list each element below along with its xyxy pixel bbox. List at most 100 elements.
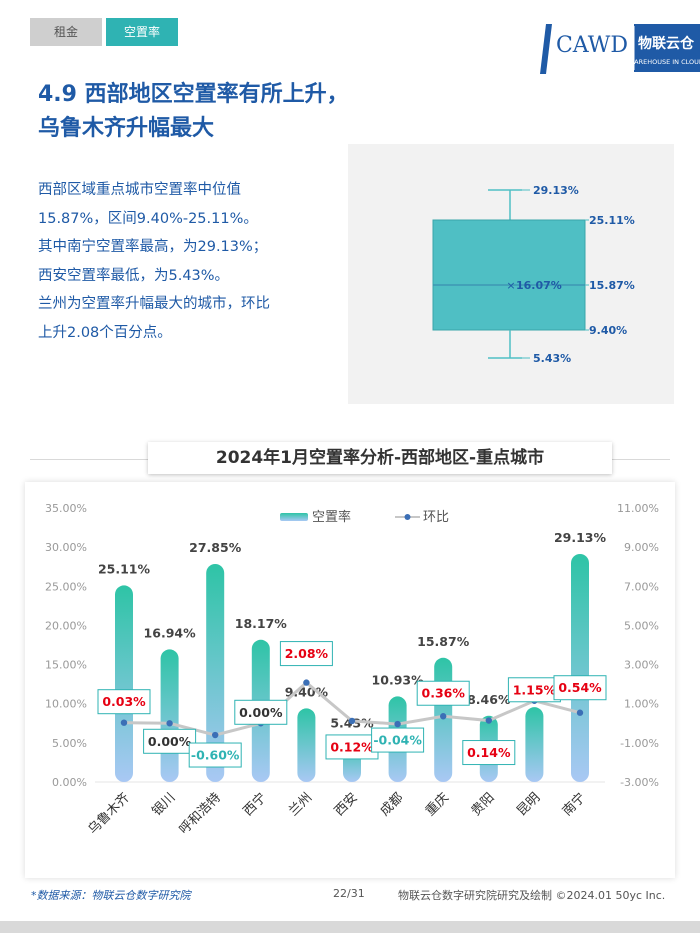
x-category-label: 银川 <box>149 790 178 819</box>
q3-label: 25.11% <box>589 214 635 227</box>
mom-value-label: 2.08% <box>285 646 329 661</box>
mom-label-box <box>462 740 516 766</box>
chart-title-band: 2024年1月空置率分析-西部地区-重点城市 <box>30 439 670 479</box>
mom-value-label: 1.15% <box>513 682 557 697</box>
y-right-tick-label: 5.00% <box>624 619 659 632</box>
boxplot-panel: × 29.13% 25.11% 16.07% 15.87% 9.40% 5.43… <box>348 144 674 404</box>
mom-label-box <box>507 677 561 703</box>
y-left-tick-label: 20.00% <box>45 619 87 632</box>
chart-panel: 0.00% 5.00% 10.00% 15.00% 20.00% 25.00% 30.00%… <box>25 482 675 878</box>
x-category-label: 昆明 <box>514 790 543 819</box>
mom-label-box <box>234 699 288 725</box>
description-line: 西部区域重点城市空置率中位值 <box>38 182 241 198</box>
mom-point <box>303 679 310 686</box>
bar-value-label: 15.87% <box>417 634 470 649</box>
chart-title: 2024年1月空置率分析-西部地区-重点城市 <box>148 442 612 474</box>
bar-value-label: 9.40% <box>285 684 329 699</box>
max-label: 29.13% <box>533 184 579 197</box>
bar <box>160 649 179 782</box>
description-line: 其中南宁空置率最高，为29.13%； <box>38 239 268 255</box>
bottom-bar <box>0 921 700 933</box>
mom-value-label: -0.04% <box>373 733 422 748</box>
bar-value-label: 18.17% <box>235 616 288 631</box>
mom-label-box <box>143 728 197 754</box>
page-title-line-2: 乌鲁木齐升幅最大 <box>38 116 215 141</box>
tab-rent[interactable]: 租金 <box>30 18 102 46</box>
svg-text:CAWD: CAWD <box>556 33 628 58</box>
bar-value-label: 27.85% <box>189 540 242 555</box>
svg-text:WAREHOUSE IN CLOUD: WAREHOUSE IN CLOUD <box>628 58 700 66</box>
legend-bar-label: 空置率 <box>312 509 351 525</box>
y-right-tick-label: -1.00% <box>620 737 659 750</box>
data-source: *数据来源：物联云仓数字研究院 <box>31 889 191 902</box>
bar-value-label: 25.11% <box>98 561 151 576</box>
boxplot: × 29.13% 25.11% 16.07% 15.87% 9.40% 5.43… <box>432 184 635 365</box>
mom-point <box>576 709 584 716</box>
mom-point <box>120 719 128 726</box>
page-title-line-1: 4.9 西部地区空置率有所上升， <box>38 82 349 107</box>
q1-label: 9.40% <box>589 324 627 337</box>
min-label: 5.43% <box>533 352 571 365</box>
bar-value-label: 16.94% <box>144 625 197 640</box>
y-left-tick-label: 5.00% <box>52 737 87 750</box>
x-category-label: 西宁 <box>240 790 270 820</box>
y-right-tick-label: 7.00% <box>624 580 659 593</box>
footer-credit: 物联云仓数字研究院研究及绘制 ©2024.01 50yc Inc. <box>398 889 666 902</box>
y-left-tick-label: 30.00% <box>45 541 87 554</box>
bar <box>206 563 225 782</box>
bar-value-label: 29.13% <box>554 530 607 545</box>
y-left-tick-label: 35.00% <box>45 502 87 515</box>
svg-text:物联云仓: 物联云仓 <box>638 35 695 52</box>
mom-value-label: -0.60% <box>191 748 240 763</box>
legend-line-marker <box>404 514 411 520</box>
x-category-label: 呼和浩特 <box>177 790 224 837</box>
legend-line-label: 环比 <box>423 510 449 525</box>
mean-marker-icon: × <box>506 279 515 292</box>
description-line: 西安空置率最低，为5.43%。 <box>38 267 230 284</box>
page-number: 22/31 <box>333 887 365 900</box>
mom-value-label: 0.54% <box>558 680 602 695</box>
mom-value-label: 0.00% <box>239 705 283 720</box>
y-left-tick-label: 15.00% <box>45 659 87 672</box>
cawd-logo: CAWD 物联云仓 WAREHOUSE IN CLOUD <box>540 24 700 74</box>
bar <box>297 708 316 782</box>
bar <box>115 585 133 782</box>
mom-value-label: 0.36% <box>422 686 466 701</box>
description-line: 兰州为空置率升幅最大的城市，环比 <box>38 296 270 312</box>
mom-value-label: 0.03% <box>102 694 146 709</box>
x-category-label: 贵阳 <box>469 790 498 819</box>
mean-label: 16.07% <box>516 279 562 292</box>
x-category-label: 南宁 <box>559 790 589 820</box>
bar <box>434 657 453 782</box>
description-text: 西部区域重点城市空置率中位值 15.87%，区间9.40%-25.11%。 其中… <box>38 176 338 347</box>
mom-point <box>485 717 492 724</box>
iqr-box <box>432 219 586 331</box>
mom-point <box>394 720 401 728</box>
legend-bar-swatch <box>280 513 308 521</box>
mom-point <box>348 717 356 725</box>
y-right-tick-label: 1.00% <box>624 698 659 711</box>
page-title: 4.9 西部地区空置率有所上升， 乌鲁木齐升幅最大 <box>38 78 349 146</box>
description-line: 上升2.08个百分点。 <box>38 324 172 341</box>
x-category-label: 成都 <box>377 790 406 819</box>
mom-value-label: 0.00% <box>148 734 192 749</box>
y-right-tick-label: 11.00% <box>617 502 659 515</box>
x-category-label: 西安 <box>332 790 361 819</box>
y-left-tick-label: 25.00% <box>45 580 87 593</box>
bar <box>525 707 544 782</box>
mom-point <box>212 731 219 739</box>
y-right-tick-label: 3.00% <box>624 659 659 672</box>
footer: *数据来源：物联云仓数字研究院 22/31 物联云仓数字研究院研究及绘制 ©20… <box>0 887 700 903</box>
mom-label-box <box>371 727 425 753</box>
top-tabs: 租金 空置率 <box>30 18 178 46</box>
tab-vacancy[interactable]: 空置率 <box>106 18 178 46</box>
y-right-tick-label: 9.00% <box>624 541 659 554</box>
mom-label-box <box>97 689 151 715</box>
mom-value-label: 0.14% <box>467 745 511 760</box>
mom-label-box <box>279 641 333 667</box>
x-category-label: 重庆 <box>422 790 452 820</box>
mom-point <box>166 720 173 727</box>
bar-value-label: 10.93% <box>372 672 425 687</box>
description-line: 15.87%，区间9.40%-25.11%。 <box>38 210 258 227</box>
bar-value-label: 8.46% <box>467 692 511 707</box>
